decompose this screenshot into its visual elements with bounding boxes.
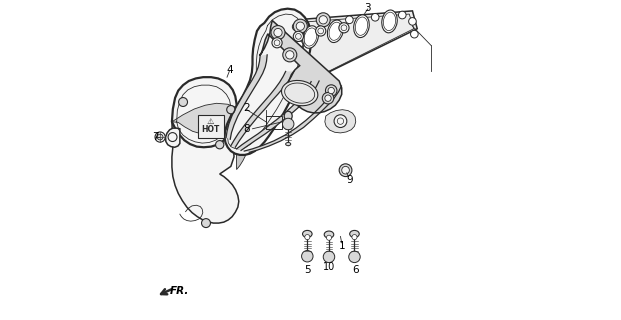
Polygon shape [226,55,267,139]
Circle shape [286,51,294,59]
Circle shape [352,235,357,240]
Text: 10: 10 [323,262,335,272]
Ellipse shape [355,17,368,35]
Circle shape [296,22,304,30]
Text: ⚠: ⚠ [206,116,214,126]
Polygon shape [235,113,249,170]
Polygon shape [231,71,294,147]
Text: 9: 9 [346,175,353,185]
Polygon shape [244,86,342,152]
Ellipse shape [281,80,318,106]
Polygon shape [172,121,239,223]
Circle shape [302,251,313,262]
Circle shape [295,41,303,49]
Ellipse shape [302,230,312,237]
Circle shape [399,11,406,19]
Circle shape [334,115,347,127]
Polygon shape [277,11,417,80]
Text: 7: 7 [152,132,158,142]
Polygon shape [224,9,312,155]
Bar [198,116,224,138]
Circle shape [327,235,332,240]
Circle shape [316,13,330,27]
Circle shape [227,106,235,114]
Circle shape [325,95,331,101]
Ellipse shape [329,22,342,40]
Circle shape [328,87,334,94]
Circle shape [202,219,211,228]
Text: 3: 3 [365,3,371,13]
Circle shape [293,31,304,42]
Text: 5: 5 [304,265,310,275]
Ellipse shape [383,12,396,31]
Ellipse shape [354,15,369,37]
Circle shape [271,26,285,40]
Text: 1: 1 [338,241,345,251]
Circle shape [157,134,163,140]
Circle shape [410,30,418,38]
Ellipse shape [382,10,397,33]
Text: HOT: HOT [201,124,219,133]
Polygon shape [260,20,342,113]
Polygon shape [237,81,319,150]
Polygon shape [172,77,237,147]
Circle shape [371,13,379,21]
Ellipse shape [304,28,317,46]
Circle shape [325,85,337,96]
Circle shape [409,18,416,25]
Polygon shape [172,103,249,141]
Circle shape [324,251,335,263]
Ellipse shape [284,111,292,121]
Polygon shape [325,110,356,133]
Circle shape [339,164,352,177]
Circle shape [342,166,350,174]
Ellipse shape [302,26,319,48]
Text: 8: 8 [243,124,250,134]
Circle shape [272,38,282,48]
Text: 4: 4 [227,65,233,75]
Text: 2: 2 [243,103,250,113]
Circle shape [305,235,310,240]
Circle shape [179,98,188,107]
Circle shape [345,16,353,24]
Polygon shape [166,128,180,147]
Ellipse shape [327,20,343,43]
Circle shape [319,16,327,24]
Circle shape [319,19,327,27]
Circle shape [155,132,165,142]
Circle shape [215,140,224,149]
Circle shape [283,48,297,62]
Circle shape [339,23,349,33]
Text: 6: 6 [351,265,358,275]
Circle shape [315,26,326,36]
Ellipse shape [286,142,291,146]
Circle shape [322,92,333,104]
Bar [266,116,283,129]
Circle shape [274,28,282,37]
Ellipse shape [324,231,333,238]
Circle shape [283,118,294,130]
Circle shape [168,132,177,141]
Text: FR.: FR. [170,286,189,296]
Ellipse shape [284,83,315,103]
Circle shape [293,19,307,33]
Circle shape [292,23,300,31]
Ellipse shape [350,230,359,237]
Circle shape [349,251,360,263]
